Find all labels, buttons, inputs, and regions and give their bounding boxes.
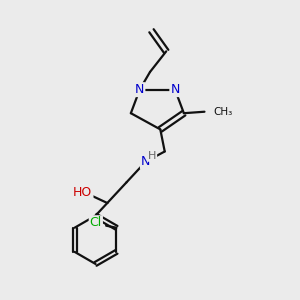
Text: N: N (170, 83, 180, 96)
Text: HO: HO (73, 186, 92, 199)
Text: H: H (148, 151, 156, 161)
Text: CH₃: CH₃ (213, 107, 232, 117)
Text: N: N (141, 155, 150, 168)
Text: N: N (135, 83, 144, 96)
Text: Cl: Cl (90, 216, 102, 229)
